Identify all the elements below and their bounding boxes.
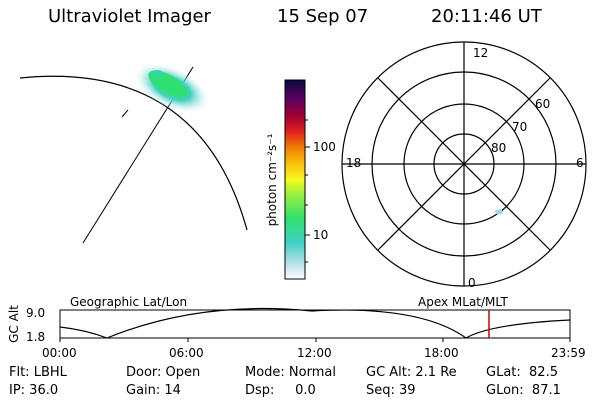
polar-lat-70: 70: [512, 120, 528, 134]
time-label: 20:11:46 UT: [431, 6, 542, 27]
polar-plot: [341, 41, 587, 287]
polar-label-0: 0: [468, 276, 476, 290]
colorbar-tick-10: 10: [313, 228, 329, 242]
footer-door: Door: Open: [126, 365, 201, 380]
polar-lat-60: 60: [535, 97, 551, 111]
instrument-title: Ultraviolet Imager: [48, 6, 211, 27]
date-label: 15 Sep 07: [277, 6, 369, 27]
orbit-left-title: Geographic Lat/Lon: [70, 295, 188, 309]
polar-diagonal-2: [377, 77, 551, 251]
colorbar-tick-100: 100: [313, 140, 336, 154]
colorbar: [284, 79, 310, 280]
altitude-curve: [59, 307, 571, 339]
footer-flt: Flt: LBHL: [9, 365, 67, 380]
polar-lat-80: 80: [491, 141, 507, 155]
orbit-right-title: Apex MLat/MLT: [418, 295, 508, 309]
footer-gain: Gain: 14: [126, 383, 181, 398]
footer-ip: IP: 36.0: [9, 383, 59, 398]
footer-glat: GLat: 82.5: [486, 365, 558, 380]
polar-label-18: 18: [346, 156, 362, 170]
colorbar-unit-label: photon cm⁻²s⁻¹: [265, 133, 279, 227]
orbit-x-tick-2: 12:00: [297, 346, 332, 360]
orbit-x-tick-1: 06:00: [169, 346, 204, 360]
orbit-y-axis-label: GC Alt: [7, 305, 21, 343]
orbit-x-tick-0: 00:00: [42, 346, 77, 360]
orbit-y-tick-min: 1.8: [26, 330, 46, 344]
footer-mode: Mode: Normal: [245, 365, 336, 380]
geographic-image-panel: [19, 63, 248, 244]
tick-mark: [121, 109, 129, 118]
orbit-y-tick-max: 9.0: [26, 306, 46, 320]
footer-gc-alt: GC Alt: 2.1 Re: [366, 365, 457, 380]
orbit-plot: [59, 307, 571, 342]
polar-label-12: 12: [473, 46, 489, 60]
aurora-patch: [150, 70, 164, 78]
polar-label-6: 6: [576, 156, 584, 170]
orbit-x-tick-3: 18:00: [424, 346, 459, 360]
footer-glon: GLon: 87.1: [486, 383, 561, 398]
earth-limb-arc: [19, 75, 248, 231]
footer-dsp: Dsp: 0.0: [245, 383, 316, 398]
footer-seq: Seq: 39: [366, 383, 416, 398]
polar-aurora-spot: [495, 209, 503, 215]
orbit-x-tick-4: 23:59: [551, 346, 586, 360]
